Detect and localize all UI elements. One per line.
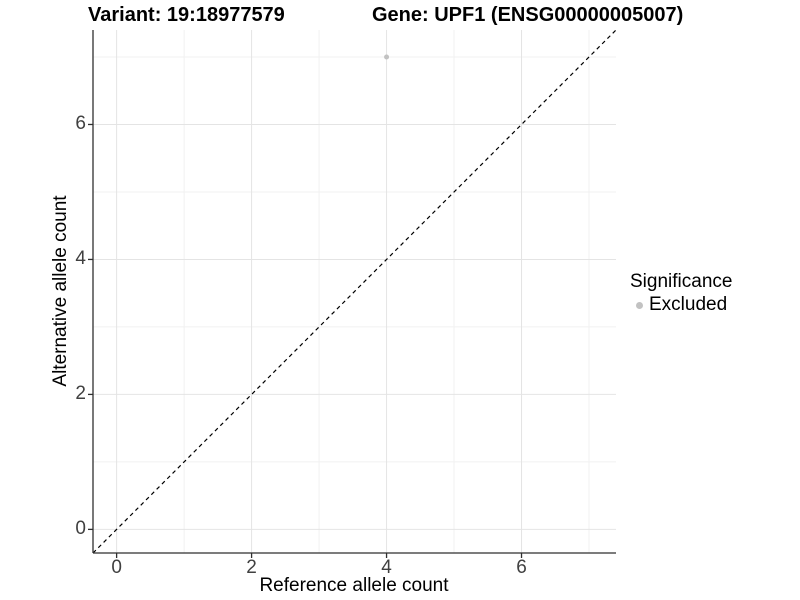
excluded-circle-icon <box>636 301 643 309</box>
y-tick-label: 2 <box>75 383 86 405</box>
x-tick-label: 0 <box>111 557 122 578</box>
y-axis-title: Alternative allele count <box>50 195 71 387</box>
legend-title: Significance <box>630 271 733 292</box>
x-tick-label: 2 <box>246 557 257 578</box>
x-tick-label: 4 <box>381 557 392 578</box>
data-point <box>384 54 390 60</box>
legend-entry-label: Excluded <box>649 294 728 315</box>
legend: Significance Excluded <box>630 271 732 316</box>
x-tick-label: 6 <box>516 557 527 578</box>
identity-dashed-line <box>92 29 617 554</box>
variant-title: Variant: 19:18977579 <box>88 4 285 26</box>
legend-entry-excluded: Excluded <box>630 294 732 316</box>
x-axis-title: Reference allele count <box>259 575 449 596</box>
y-tick-label: 6 <box>75 113 86 135</box>
y-tick-label: 4 <box>75 248 86 270</box>
y-tick-label: 0 <box>75 518 86 540</box>
gene-title: Gene: UPF1 (ENSG00000005007) <box>372 4 684 26</box>
